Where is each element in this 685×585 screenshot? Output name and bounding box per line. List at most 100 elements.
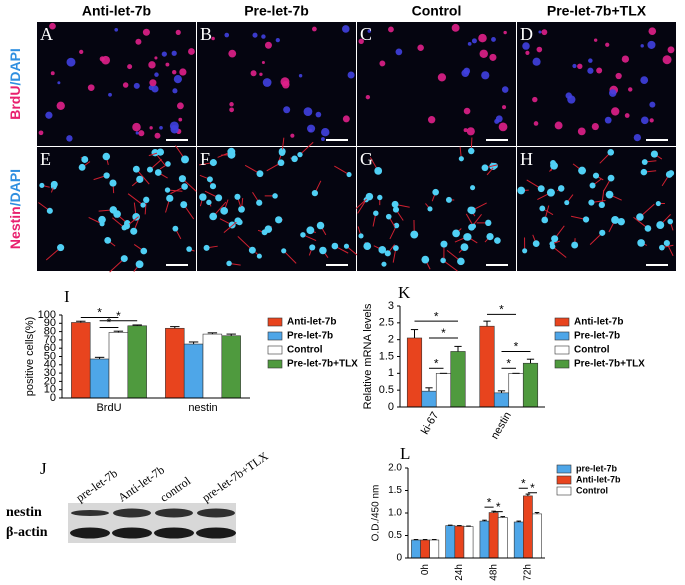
nucleus (551, 235, 559, 243)
nucleus (470, 223, 477, 229)
counterstain-label: /DAPI (7, 169, 23, 206)
cell (303, 107, 313, 116)
bar (89, 358, 110, 399)
nucleus (663, 240, 670, 247)
nucleus (39, 182, 45, 188)
nucleus (385, 213, 392, 220)
cell (667, 46, 675, 54)
bar (523, 495, 533, 559)
cell (229, 107, 234, 113)
panel-letter: E (40, 149, 51, 169)
fiber (442, 260, 458, 272)
nucleus (546, 188, 555, 197)
cell (596, 67, 603, 74)
nucleus (132, 165, 140, 173)
cell (135, 38, 142, 45)
significance-star: * (521, 476, 526, 490)
nucleus (611, 215, 620, 224)
cell (502, 105, 507, 110)
nucleus (541, 216, 549, 224)
legend-swatch (554, 345, 570, 355)
fiber (552, 246, 567, 258)
cell (169, 121, 179, 131)
lane-label: pre-let-7b (73, 466, 120, 505)
legend-swatch (556, 486, 572, 496)
legend-label: Anti-let-7b (574, 317, 623, 328)
nucleus (343, 243, 350, 249)
nucleus (468, 147, 475, 155)
cell (342, 25, 350, 33)
nucleus (256, 253, 262, 259)
nucleus (391, 200, 399, 208)
bar (445, 525, 456, 559)
cell (554, 121, 563, 130)
lane-label: control (157, 473, 193, 504)
nucleus (564, 200, 570, 206)
cell (259, 72, 263, 76)
cell (498, 122, 508, 132)
nucleus (637, 239, 645, 247)
nucleus (103, 172, 110, 179)
y-tick-label: 100 (38, 309, 56, 321)
legend-label: Pre-let-7b+TLX (287, 359, 358, 370)
bar (435, 373, 452, 408)
nucleus (667, 170, 675, 177)
x-tick-label: BrdU (96, 402, 121, 414)
cell (478, 33, 487, 43)
y-tick-label: 30 (44, 367, 56, 379)
row-label: Nestin/DAPI (7, 169, 23, 249)
cell (154, 72, 159, 77)
band (155, 508, 193, 518)
legend-label: Pre-let-7b (574, 331, 620, 342)
legend-label: Control (576, 485, 608, 495)
nucleus (256, 170, 264, 178)
nucleus (248, 246, 256, 254)
cell (133, 82, 140, 89)
panel-letter: J (40, 459, 47, 478)
cell (572, 63, 577, 69)
cell (87, 84, 95, 92)
legend-label: Pre-let-7b (287, 331, 333, 342)
cell (135, 131, 139, 135)
band (71, 510, 109, 516)
bar (221, 335, 241, 399)
cell (228, 49, 237, 58)
nucleus (517, 186, 526, 195)
bar (127, 325, 147, 399)
cell (417, 44, 424, 52)
significance-star: * (97, 306, 102, 320)
cell (379, 60, 386, 67)
panel-letter: D (520, 24, 533, 44)
bar (71, 322, 91, 399)
error-bar (516, 520, 522, 522)
bar (202, 333, 223, 399)
error-bar (497, 390, 506, 393)
nucleus (667, 218, 674, 225)
band (70, 527, 110, 539)
nucleus (463, 233, 472, 241)
nucleus (281, 248, 287, 254)
cell (320, 137, 325, 141)
nucleus (550, 161, 558, 170)
y-tick-label: 10 (44, 384, 56, 396)
cell (176, 102, 184, 110)
y-tick-label: 2 (388, 334, 394, 346)
error-bar (534, 512, 540, 514)
cell (159, 125, 163, 130)
nucleus (659, 244, 665, 251)
nucleus (578, 166, 587, 175)
column-header: Pre-let-7b (244, 3, 309, 19)
cell (451, 23, 460, 32)
micrograph (357, 22, 516, 146)
cell (122, 82, 129, 88)
legend-label: Control (287, 345, 323, 356)
cell (142, 28, 150, 36)
nucleus (319, 246, 327, 255)
nucleus (146, 166, 153, 173)
cell (640, 44, 644, 48)
y-tick-label: 40 (44, 359, 56, 371)
fiber (283, 250, 297, 264)
cell (175, 29, 181, 35)
nucleus (358, 233, 364, 239)
cell (161, 51, 167, 57)
